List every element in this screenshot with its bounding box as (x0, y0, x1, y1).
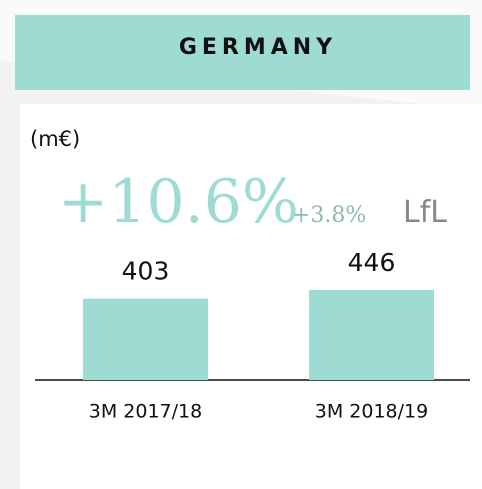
value-label: 446 (348, 248, 396, 277)
x-tick-label: 3M 2018/19 (315, 401, 428, 423)
bar (309, 290, 434, 380)
lfl-label: LfL (403, 195, 447, 230)
value-label: 403 (122, 257, 170, 286)
unit-label: (m€) (30, 127, 80, 151)
bar (83, 298, 208, 380)
lfl-annotation: +3.8% (292, 203, 366, 228)
x-tick-label: 3M 2017/18 (89, 401, 202, 423)
growth-annotation: +10.6% (58, 167, 299, 237)
chart-title: GERMANY (179, 35, 337, 60)
header-band (15, 15, 470, 90)
